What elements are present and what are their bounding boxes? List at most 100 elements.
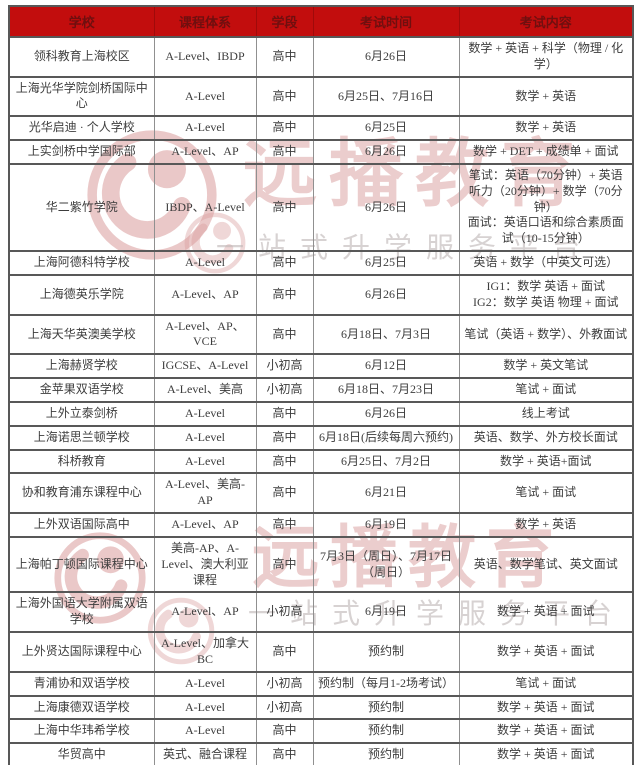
table-row: 上海中华玮希学校 A-Level 高中 预约制 数学 + 英语 + 面试 [9,718,633,744]
table-row: 上海光华学院剑桥国际中心 A-Level 高中 6月25日、7月16日 数学 + 英语 [9,75,633,117]
cell-content: 笔试 + 面试 [458,377,633,402]
cell-time: 6月12日 [312,353,459,379]
table-row: 上海帕丁顿国际课程中心 美高-AP、A-Level、澳大利亚课程 高中 7月3日（周日… [9,535,633,593]
cell-content: 线上考试 [458,400,633,426]
cell-content: 笔试（英语 + 数学）、外教面试 [458,313,633,355]
cell-curriculum: A-Level [153,250,256,275]
header-curriculum: 课程体系 [153,6,256,38]
cell-stage: 高中 [255,512,313,537]
cell-curriculum: A-Level [153,718,256,744]
cell-school: 上海康德双语学校 [9,694,154,720]
cell-curriculum: A-Level [153,670,256,696]
table-row: 上海德英乐学院 A-Level、AP 高中 6月26日 IG1：数学 英语 + 面试 I… [9,273,633,315]
cell-school: 上外贤达国际课程中心 [9,631,154,672]
cell-curriculum: A-Level、美高-AP [153,472,256,514]
cell-curriculum: A-Level [153,400,256,426]
cell-curriculum: A-Level、AP [153,512,256,537]
table-row: 上海诺思兰顿学校 A-Level 高中 6月18日(后续每周六预约) 英语、数学、外方校… [9,424,633,450]
cell-curriculum: A-Level、IBDP [153,36,256,77]
table-header-row: 学校 课程体系 学段 考试时间 考试内容 [9,6,633,38]
cell-school: 领科教育上海校区 [9,36,154,77]
cell-time: 6月18日(后续每周六预约) [312,424,459,450]
table-row: 上外贤达国际课程中心 A-Level、加拿大BC 高中 预约制 数学 + 英语 + 面试 [9,631,633,672]
cell-content: 数学 + DET + 成绩单 + 面试 [458,139,633,164]
cell-school: 华二紫竹学院 [9,162,154,252]
cell-stage: 高中 [255,115,313,141]
cell-content: 笔试：英语（70分钟）+ 英语听力（20分钟）+ 数学（70分钟） 面试：英语口… [458,162,633,252]
cell-curriculum: IGCSE、A-Level [153,353,256,379]
cell-content: 英语 + 数学（中英文可选） [458,250,633,275]
cell-time: 预约制 [312,718,459,744]
table-row: 上实剑桥中学国际部 A-Level、AP 高中 6月26日 数学 + DET + 成绩单… [9,139,633,164]
cell-stage: 高中 [255,313,313,355]
table-row: 上海阿德科特学校 A-Level 高中 6月25日 英语 + 数学（中英文可选） [9,250,633,275]
table-row: 上海赫贤学校 IGCSE、A-Level 小初高 6月12日 数学 + 英文笔试 [9,353,633,379]
header-school: 学校 [9,6,154,38]
header-stage: 学段 [255,6,313,38]
cell-curriculum: A-Level [153,424,256,450]
cell-curriculum: A-Level、加拿大BC [153,631,256,672]
cell-time: 预约制 [312,694,459,720]
cell-stage: 高中 [255,139,313,164]
cell-content: IG1：数学 英语 + 面试 IG2：数学 英语 物理 + 面试 [458,273,633,315]
cell-time: 6月26日 [312,162,459,252]
table-row: 青浦协和双语学校 A-Level 小初高 预约制（每月1-2场考试） 笔试 + 面试 [9,670,633,696]
cell-time: 7月3日（周日）、7月17日（周日） [312,535,459,593]
cell-time: 6月26日 [312,139,459,164]
header-exam-time: 考试时间 [312,6,459,38]
cell-stage: 高中 [255,400,313,426]
cell-time: 预约制 [312,742,459,765]
cell-content: 笔试 + 面试 [458,472,633,514]
cell-school: 上海阿德科特学校 [9,250,154,275]
cell-stage: 高中 [255,75,313,117]
cell-school: 上海赫贤学校 [9,353,154,379]
cell-curriculum: A-Level、AP [153,591,256,633]
cell-school: 光华启迪 · 个人学校 [9,115,154,141]
cell-content: 数学 + 英语 [458,115,633,141]
cell-time: 6月25日、7月2日 [312,448,459,474]
cell-stage: 高中 [255,535,313,593]
cell-curriculum: A-Level [153,694,256,720]
cell-time: 6月25日 [312,115,459,141]
cell-stage: 小初高 [255,591,313,633]
cell-curriculum: A-Level [153,75,256,117]
table-row: 华贸高中 英式、融合课程 高中 预约制 数学 + 英语 + 面试 [9,742,633,765]
header-exam-content: 考试内容 [458,6,633,38]
cell-stage: 高中 [255,250,313,275]
cell-school: 科桥教育 [9,448,154,474]
cell-stage: 小初高 [255,377,313,402]
table-row: 上海康德双语学校 A-Level 小初高 预约制 数学 + 英语 + 面试 [9,694,633,720]
table-row: 金苹果双语学校 A-Level、美高 小初高 6月18日、7月23日 笔试 + 面试 [9,377,633,402]
cell-stage: 高中 [255,424,313,450]
table-row: 领科教育上海校区 A-Level、IBDP 高中 6月26日 数学 + 英语 + 科学（… [9,36,633,77]
cell-curriculum: A-Level [153,448,256,474]
cell-time: 6月18日、7月23日 [312,377,459,402]
cell-time: 6月25日、7月16日 [312,75,459,117]
cell-stage: 高中 [255,742,313,765]
cell-content: 笔试 + 面试 [458,670,633,696]
cell-stage: 小初高 [255,670,313,696]
cell-time: 6月21日 [312,472,459,514]
cell-content: 数学 + 英语 [458,75,633,117]
exam-schedule-table: 学校 课程体系 学段 考试时间 考试内容 领科教育上海校区 A-Level、IBD… [8,5,634,765]
cell-school: 上海光华学院剑桥国际中心 [9,75,154,117]
cell-school: 上海天华英澳美学校 [9,313,154,355]
cell-curriculum: 美高-AP、A-Level、澳大利亚课程 [153,535,256,593]
cell-curriculum: IBDP、A-Level [153,162,256,252]
cell-content: 数学 + 英语 + 面试 [458,694,633,720]
cell-school: 上外双语国际高中 [9,512,154,537]
cell-content: 数学 + 英语 + 面试 [458,718,633,744]
cell-content: 数学 + 英语 [458,512,633,537]
cell-stage: 小初高 [255,353,313,379]
cell-time: 6月26日 [312,36,459,77]
cell-time: 6月25日 [312,250,459,275]
cell-school: 上海外国语大学附属双语学校 [9,591,154,633]
cell-curriculum: A-Level、AP、VCE [153,313,256,355]
table-row: 上外立泰剑桥 A-Level 高中 6月26日 线上考试 [9,400,633,426]
cell-time: 6月26日 [312,400,459,426]
table-row: 科桥教育 A-Level 高中 6月25日、7月2日 数学 + 英语+面试 [9,448,633,474]
cell-time: 预约制（每月1-2场考试） [312,670,459,696]
cell-time: 预约制 [312,631,459,672]
cell-school: 上海诺思兰顿学校 [9,424,154,450]
